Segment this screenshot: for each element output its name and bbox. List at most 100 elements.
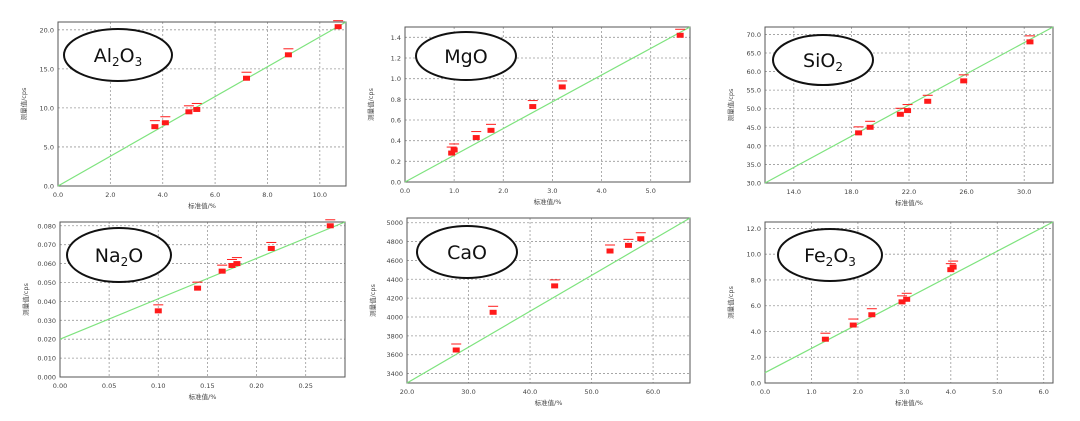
y-tick-label: 12.0 <box>747 225 761 233</box>
x-tick-label: 8.0 <box>262 191 272 199</box>
plot-frame <box>404 26 691 183</box>
data-point <box>848 318 859 328</box>
y-axis-title: 测量值/cps <box>368 284 377 317</box>
y-axis-title: 测量值/cps <box>366 88 375 121</box>
y-tick-label: 3800 <box>386 332 403 340</box>
data-point <box>226 258 237 268</box>
chart-panel-3: 14.0 18.0 22.0 26.0 30.0 30.0 35.0 40.0 45.0 50.0… <box>726 26 1054 207</box>
fit-line <box>404 26 691 183</box>
y-tick-label: 0.050 <box>37 279 56 287</box>
data-point <box>1024 35 1035 45</box>
plot-frame <box>57 21 347 187</box>
y-tick-label: 1.0 <box>391 75 401 83</box>
data-point <box>549 279 560 289</box>
y-tick-label: 4400 <box>386 276 403 284</box>
data-point <box>183 105 194 115</box>
x-tick-label: 0.20 <box>249 382 263 390</box>
data-point <box>149 120 160 130</box>
x-tick-label: 6.0 <box>210 191 220 199</box>
chart-panel-2: 0.0 1.0 2.0 3.0 4.0 5.0 0.0 0.2 0.4 0.6 0.8 1.0 1.2 1… <box>366 26 691 206</box>
formula-badge <box>777 228 883 282</box>
y-tick-label: 10.0 <box>40 104 54 112</box>
fit-line <box>57 21 347 187</box>
x-tick-label: 6.0 <box>1039 388 1049 396</box>
data-point <box>191 102 202 112</box>
y-tick-label: 0.000 <box>37 374 56 382</box>
y-tick-label: 0.060 <box>37 260 56 268</box>
y-tick-label: 1.4 <box>391 34 401 42</box>
x-axis-title: 标准值/% <box>188 201 216 210</box>
y-tick-label: 0.4 <box>391 137 401 145</box>
data-point <box>325 219 336 229</box>
formula-badge <box>66 227 172 283</box>
data-point <box>897 295 908 305</box>
data-point <box>485 123 496 133</box>
x-tick-label: 2.0 <box>498 187 508 195</box>
data-point <box>557 80 568 90</box>
y-tick-label: 4.0 <box>751 328 761 336</box>
y-tick-label: 1.2 <box>391 55 401 63</box>
x-tick-label: 3.0 <box>899 388 909 396</box>
x-axis-title: 标准值/% <box>189 392 217 401</box>
y-tick-label: 15.0 <box>40 65 54 73</box>
data-point <box>901 292 912 302</box>
data-point <box>160 116 171 126</box>
y-tick-label: 0.8 <box>391 96 401 104</box>
y-tick-label: 8.0 <box>751 276 761 284</box>
formula-badge <box>415 31 517 81</box>
x-tick-label: 0.0 <box>760 388 770 396</box>
data-point <box>635 232 646 242</box>
data-point <box>605 244 616 254</box>
data-point <box>283 48 294 58</box>
x-tick-label: 1.0 <box>806 388 816 396</box>
data-point <box>471 131 482 141</box>
y-tick-label: 5.0 <box>44 143 54 151</box>
y-tick-label: 0.010 <box>37 355 56 363</box>
data-point <box>217 264 228 274</box>
formula-badge <box>416 225 518 279</box>
y-tick-label: 0.0 <box>44 183 54 191</box>
y-tick-label: 0.0 <box>391 179 401 187</box>
fit-line <box>59 221 346 340</box>
y-axis-title: 测量值/cps <box>19 87 28 120</box>
plot-frame <box>764 26 1054 184</box>
chart-title: MgO <box>444 46 487 68</box>
data-point <box>451 343 462 353</box>
x-tick-label: 1.0 <box>449 187 459 195</box>
y-tick-label: 5000 <box>386 219 403 227</box>
y-axis-title: 测量值/cps <box>726 88 735 121</box>
x-tick-label: 4.0 <box>946 388 956 396</box>
x-tick-label: 0.05 <box>102 382 116 390</box>
y-tick-label: 40.0 <box>747 142 761 150</box>
chart-title: Fe2O3 <box>804 245 856 269</box>
x-tick-label: 18.0 <box>844 188 858 196</box>
y-tick-label: 3600 <box>386 351 403 359</box>
x-tick-label: 5.0 <box>992 388 1002 396</box>
chart-panel-6: 0.0 1.0 2.0 3.0 4.0 5.0 6.0 0.0 2.0 4.0 6.0 8.0 10.0… <box>726 221 1054 407</box>
y-tick-label: 0.030 <box>37 317 56 325</box>
y-tick-label: 10.0 <box>747 251 761 259</box>
data-point <box>853 126 864 136</box>
data-point <box>231 257 242 267</box>
y-tick-label: 70.0 <box>747 31 761 39</box>
plot-frame <box>59 221 346 378</box>
x-tick-label: 22.0 <box>902 188 916 196</box>
y-tick-label: 20.0 <box>40 26 54 34</box>
y-tick-label: 0.6 <box>391 117 401 125</box>
data-point <box>895 107 906 117</box>
data-point <box>865 120 876 130</box>
chart-title: CaO <box>447 242 487 264</box>
data-point <box>675 28 686 38</box>
y-tick-label: 4000 <box>386 314 403 322</box>
fit-line <box>406 217 691 384</box>
x-axis-title: 标准值/% <box>535 398 563 407</box>
x-tick-label: 10.0 <box>313 191 327 199</box>
data-point <box>449 143 460 153</box>
data-point <box>192 281 203 291</box>
data-point <box>958 74 969 84</box>
y-tick-label: 4200 <box>386 295 403 303</box>
y-tick-label: 2.0 <box>751 354 761 362</box>
data-point <box>945 263 956 273</box>
x-tick-label: 60.0 <box>646 388 660 396</box>
x-axis-title: 标准值/% <box>895 398 923 407</box>
